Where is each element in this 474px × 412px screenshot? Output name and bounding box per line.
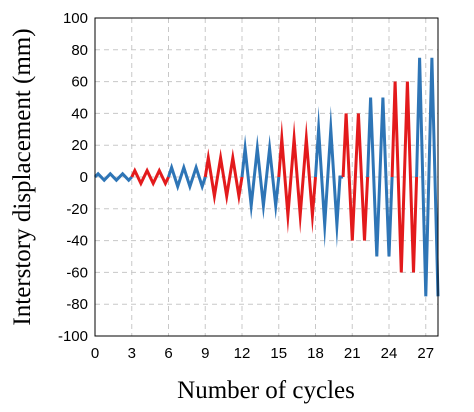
series-segment-8 <box>341 113 370 241</box>
series-segment-2 <box>130 167 170 187</box>
series-segment-9 <box>366 97 394 257</box>
y-tick-label: -80 <box>66 296 88 313</box>
series-lines <box>93 57 440 297</box>
y-tick-label: -20 <box>66 201 88 218</box>
y-tick-label: -40 <box>66 233 88 250</box>
series-segment-5 <box>240 134 281 220</box>
x-axis-title: Number of cycles <box>177 377 355 404</box>
y-tick-label: 20 <box>71 137 88 154</box>
x-tick-label: 24 <box>381 345 398 362</box>
series-segment-1 <box>93 171 133 183</box>
series-segment-4 <box>203 148 244 206</box>
y-tick-label: 0 <box>80 169 88 186</box>
x-tick-label: 0 <box>91 345 99 362</box>
series-segment-7 <box>314 105 344 249</box>
y-tick-label: -100 <box>58 328 88 345</box>
x-tick-labels: 0 3 6 9 12 15 18 21 24 27 <box>91 345 434 362</box>
x-tick-label: 15 <box>270 345 287 362</box>
y-tick-label: 100 <box>63 10 88 27</box>
x-tick-label: 9 <box>201 345 209 362</box>
x-tick-label: 3 <box>128 345 136 362</box>
y-tick-label: 60 <box>71 74 88 91</box>
x-tick-label: 6 <box>164 345 172 362</box>
grid <box>94 17 438 337</box>
y-tick-label: 40 <box>71 105 88 122</box>
plot-frame <box>94 17 439 337</box>
y-tick-label: -60 <box>66 264 88 281</box>
y-tick-label: 80 <box>71 42 88 59</box>
series-segment-10 <box>390 81 419 273</box>
x-tick-label: 27 <box>417 345 434 362</box>
x-tick-label: 12 <box>234 345 251 362</box>
series-segment-11 <box>415 57 440 297</box>
y-axis-title: Interstory displacement (mm) <box>9 28 36 325</box>
x-tick-label: 21 <box>344 345 361 362</box>
series-segment-6 <box>277 119 317 235</box>
x-tick-label: 18 <box>307 345 324 362</box>
series-segment-3 <box>167 162 207 192</box>
y-tick-labels: 100 80 60 40 20 0 -20 -40 -60 -80 -100 <box>58 10 88 345</box>
